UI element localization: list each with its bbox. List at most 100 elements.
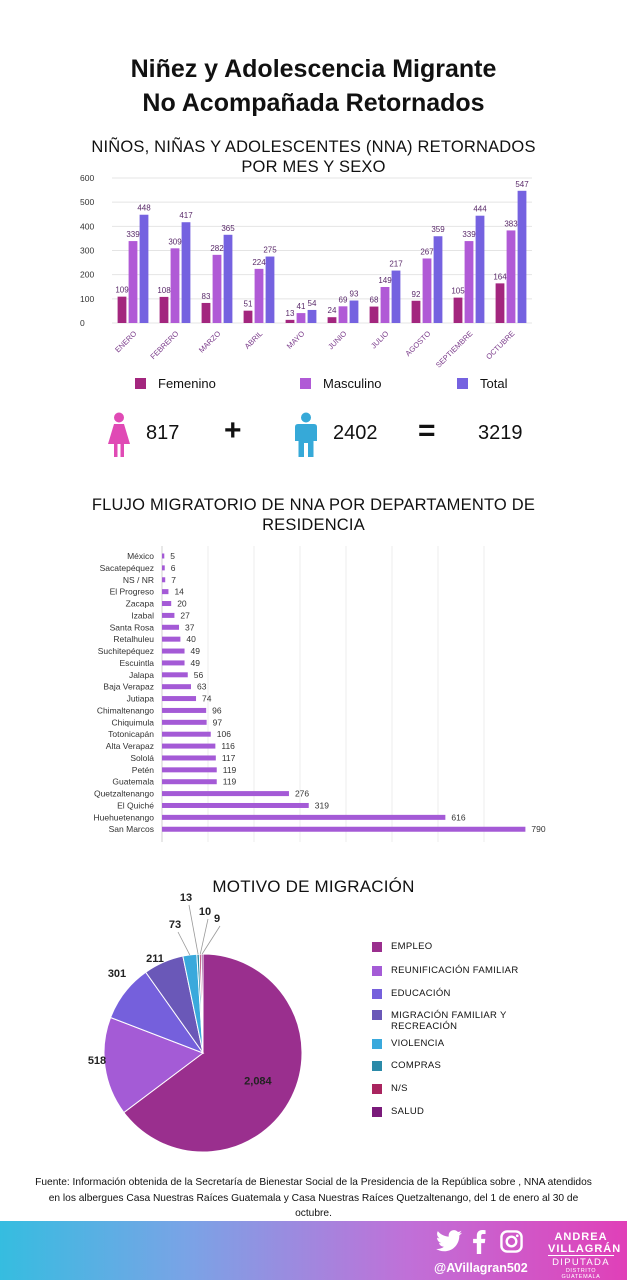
monthly-bar-chart: 0 100 200 300 400 500 600 109 339 448 ENERO 108 309 4… [80, 173, 532, 370]
bar-chart-title-line2: POR MES Y SEXO [241, 158, 386, 176]
motive-pie-chart: 2,084 518 301 211 73 13 109 [88, 892, 303, 1153]
legend-swatch-femenino [135, 378, 146, 389]
department-label: Escuintla [120, 658, 155, 668]
x-tick-label: MARZO [197, 329, 223, 355]
pie-slice-salud [200, 953, 204, 1054]
department-value: 7 [171, 575, 176, 585]
data-label: 339 [126, 230, 140, 239]
data-label: 41 [297, 302, 306, 311]
bar-total [391, 270, 401, 323]
page-title: Niñez y Adolescencia Migrante No Acompañ… [0, 52, 627, 120]
pie-slice-empleo [123, 953, 303, 1153]
legend-label-femenino: Femenino [158, 376, 216, 391]
pie-legend-label: N/S [391, 1083, 408, 1094]
bar-masculino [254, 268, 264, 323]
department-label: Izabal [131, 610, 154, 620]
data-label: 108 [157, 286, 171, 295]
pie-legend-swatch [372, 1106, 382, 1117]
department-label: Huehuetenango [93, 812, 154, 822]
department-label: NS / NR [123, 575, 154, 585]
pie-legend-item: SALUD [372, 1106, 424, 1117]
data-label: 217 [389, 260, 403, 269]
legend-masculino: Masculino [300, 376, 382, 391]
pie-legend-item: VIOLENCIA [372, 1038, 444, 1049]
pie-legend-item: COMPRAS [372, 1060, 441, 1071]
pie-legend-item: MIGRACIÓN FAMILIAR Y RECREACIÓN [372, 1010, 512, 1032]
department-value: 276 [295, 789, 309, 799]
bar-femenino [411, 300, 421, 323]
legend-total: Total [457, 376, 507, 391]
department-value: 97 [213, 717, 223, 727]
bar-chart-title-line1: NIÑOS, NIÑAS Y ADOLESCENTES (NNA) RETORN… [91, 138, 536, 156]
data-label: 149 [378, 276, 392, 285]
male-icon [295, 412, 317, 457]
x-tick-label: AGOSTO [403, 329, 432, 358]
department-value: 27 [180, 610, 190, 620]
department-label: San Marcos [109, 824, 154, 834]
department-value: 117 [222, 753, 236, 763]
bar-total [307, 309, 317, 323]
bar-masculino [338, 306, 348, 323]
department-value: 40 [186, 634, 196, 644]
pie-legend-item: EDUCACIÓN [372, 988, 451, 999]
pie-value-label: 301 [108, 968, 126, 980]
pie-leader-line [188, 904, 199, 955]
pie-legend-label: COMPRAS [391, 1060, 442, 1071]
department-bar [162, 779, 217, 785]
department-value: 119 [223, 777, 237, 787]
data-label: 275 [263, 246, 277, 255]
bar-masculino [212, 254, 222, 323]
data-label: 224 [252, 258, 266, 267]
department-value: 790 [531, 824, 545, 834]
motive-chart-title: MOTIVO DE MIGRACIÓN [212, 877, 415, 896]
department-label: El Progreso [110, 587, 155, 597]
department-bar [162, 672, 188, 678]
department-value: 319 [315, 800, 329, 810]
department-value: 49 [191, 658, 201, 668]
data-label: 417 [179, 211, 193, 220]
department-label: Petén [132, 765, 154, 775]
pie-legend-label: SALUD [391, 1106, 425, 1117]
department-label: Jalapa [129, 670, 154, 680]
legend-label-total: Total [480, 376, 508, 391]
department-bar [162, 696, 197, 702]
social-handle[interactable]: @AVillagran502 [434, 1261, 528, 1275]
plus-sign: + [224, 414, 242, 447]
brand-role: DIPUTADA [548, 1255, 614, 1268]
department-bar [162, 636, 181, 642]
bar-total [475, 215, 485, 323]
data-label: 83 [202, 292, 211, 301]
source-note: Fuente: Información obtenida de la Secre… [35, 1177, 592, 1219]
female-count: 817 [146, 422, 180, 444]
department-value: 63 [197, 682, 207, 692]
facebook-icon[interactable] [472, 1230, 486, 1254]
pie-legend-swatch [372, 1083, 382, 1094]
bar-total [433, 236, 443, 323]
twitter-icon[interactable] [436, 1230, 462, 1252]
data-label: 309 [168, 237, 182, 246]
department-bar [162, 577, 166, 583]
pie-legend-item: N/S [372, 1083, 408, 1094]
data-label: 69 [339, 295, 348, 304]
data-label: 365 [221, 224, 235, 233]
department-value: 49 [191, 646, 201, 656]
x-tick-label: MAYO [285, 329, 307, 351]
bar-masculino [464, 241, 474, 323]
y-tick-label: 300 [80, 246, 94, 256]
legend-swatch-total [457, 378, 468, 389]
department-bar [162, 731, 211, 737]
department-bar [162, 553, 165, 559]
x-tick-label: ABRIL [243, 329, 265, 351]
y-tick-label: 0 [80, 318, 85, 328]
flow-chart-title-line2: RESIDENCIA [262, 516, 365, 534]
department-bar [162, 755, 216, 761]
department-value: 56 [194, 670, 204, 680]
department-label: Jutiapa [127, 694, 155, 704]
bar-total [181, 222, 191, 323]
equals-sign: = [418, 414, 436, 447]
bar-femenino [201, 302, 211, 323]
data-label: 51 [244, 300, 253, 309]
department-label: Chimaltenango [97, 705, 154, 715]
pie-legend-label: MIGRACIÓN FAMILIAR Y RECREACIÓN [391, 1010, 507, 1032]
instagram-icon[interactable] [500, 1230, 523, 1253]
